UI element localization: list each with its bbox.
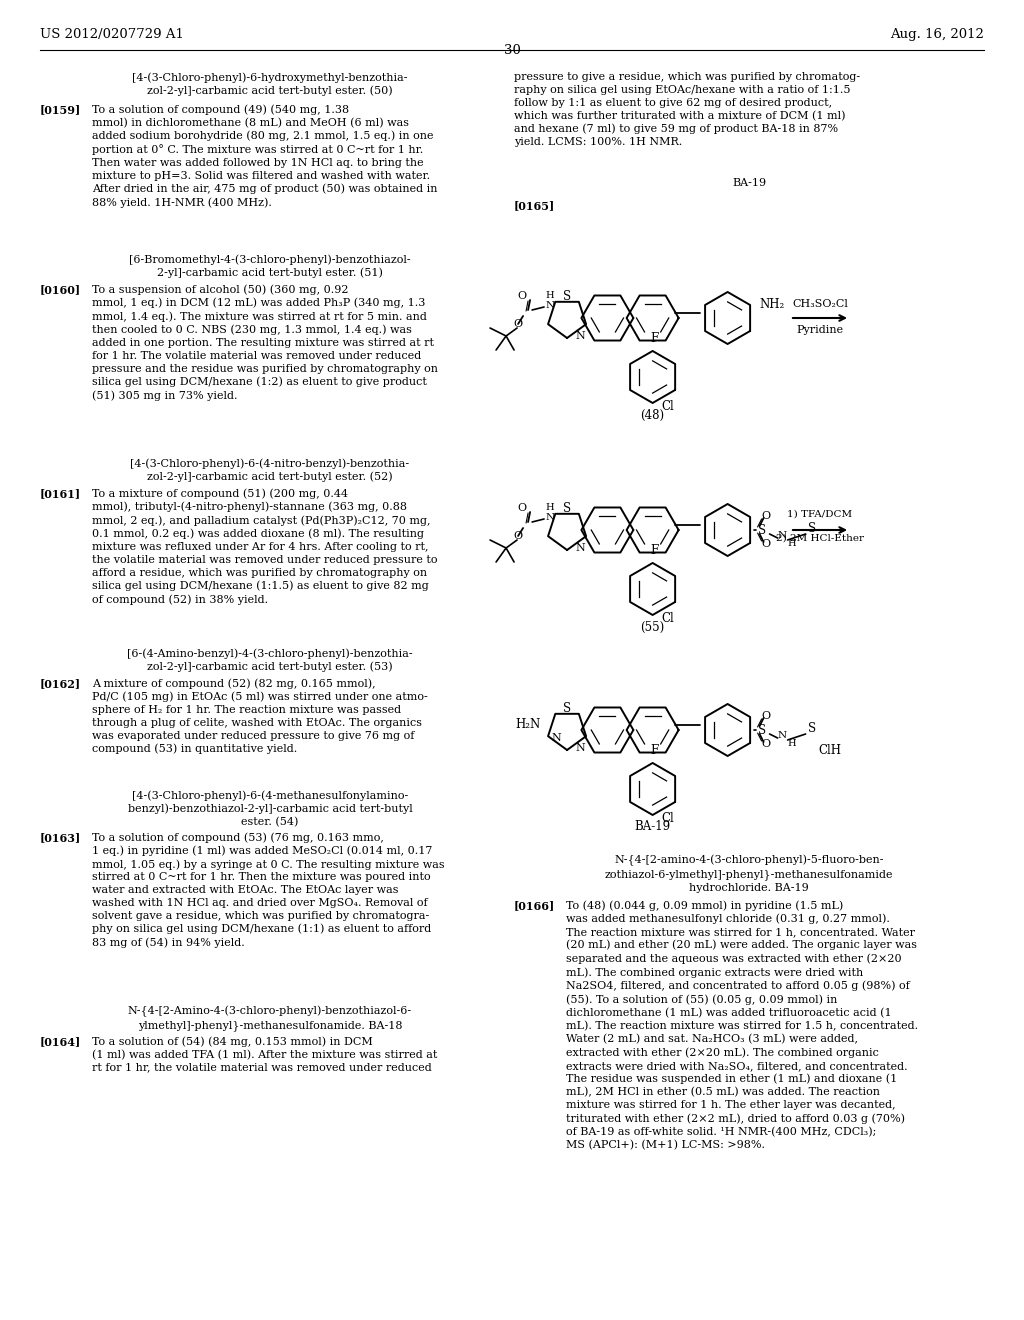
Text: To a mixture of compound (51) (200 mg, 0.44
mmol), tributyl-(4-nitro-phenyl)-sta: To a mixture of compound (51) (200 mg, 0… (92, 488, 437, 605)
Text: To (48) (0.044 g, 0.09 mmol) in pyridine (1.5 mL)
was added methanesulfonyl chlo: To (48) (0.044 g, 0.09 mmol) in pyridine… (566, 900, 919, 1151)
Text: Cl: Cl (662, 612, 675, 626)
Text: S: S (808, 722, 816, 734)
Text: N-{4-[2-Amino-4-(3-chloro-phenyl)-benzothiazol-6-
ylmethyl]-phenyl}-methanesulfo: N-{4-[2-Amino-4-(3-chloro-phenyl)-benzot… (128, 1006, 412, 1031)
Text: BA-19: BA-19 (635, 821, 671, 833)
Text: S: S (808, 521, 816, 535)
Text: O: O (761, 539, 770, 549)
Text: Cl: Cl (662, 813, 675, 825)
Text: O: O (513, 531, 522, 541)
Text: [0164]: [0164] (40, 1036, 81, 1047)
Text: To a solution of compound (53) (76 mg, 0.163 mmo,
1 eq.) in pyridine (1 ml) was : To a solution of compound (53) (76 mg, 0… (92, 832, 444, 948)
Text: H: H (787, 540, 796, 549)
Text: A mixture of compound (52) (82 mg, 0.165 mmol),
Pd/C (105 mg) in EtOAc (5 ml) wa: A mixture of compound (52) (82 mg, 0.165… (92, 678, 428, 754)
Text: Pyridine: Pyridine (797, 325, 844, 335)
Text: O: O (761, 739, 770, 748)
Text: S: S (758, 524, 766, 536)
Text: F: F (650, 331, 658, 345)
Text: [4-(3-Chloro-phenyl)-6-(4-methanesulfonylamino-
benzyl)-benzothiazol-2-yl]-carba: [4-(3-Chloro-phenyl)-6-(4-methanesulfony… (128, 789, 413, 828)
Text: S: S (563, 701, 571, 714)
Text: [4-(3-Chloro-phenyl)-6-(4-nitro-benzyl)-benzothia-
zol-2-yl]-carbamic acid tert-: [4-(3-Chloro-phenyl)-6-(4-nitro-benzyl)-… (130, 458, 410, 482)
Text: 30: 30 (504, 44, 520, 57)
Text: To a solution of (54) (84 mg, 0.153 mmol) in DCM
(1 ml) was added TFA (1 ml). Af: To a solution of (54) (84 mg, 0.153 mmol… (92, 1036, 437, 1073)
Text: pressure to give a residue, which was purified by chromatog-
raphy on silica gel: pressure to give a residue, which was pu… (514, 73, 860, 148)
Text: [6-(4-Amino-benzyl)-4-(3-chloro-phenyl)-benzothia-
zol-2-yl]-carbamic acid tert-: [6-(4-Amino-benzyl)-4-(3-chloro-phenyl)-… (127, 648, 413, 672)
Text: O: O (761, 511, 770, 521)
Text: 1) TFA/DCM: 1) TFA/DCM (787, 510, 853, 519)
Text: US 2012/0207729 A1: US 2012/0207729 A1 (40, 28, 184, 41)
Text: [0161]: [0161] (40, 488, 81, 499)
Text: BA-19: BA-19 (732, 178, 766, 187)
Text: S: S (758, 723, 766, 737)
Text: (48): (48) (641, 408, 665, 421)
Text: F: F (650, 544, 658, 557)
Text: [4-(3-Chloro-phenyl)-6-hydroxymethyl-benzothia-
zol-2-yl]-carbamic acid tert-but: [4-(3-Chloro-phenyl)-6-hydroxymethyl-ben… (132, 73, 408, 96)
Text: To a suspension of alcohol (50) (360 mg, 0.92
mmol, 1 eq.) in DCM (12 mL) was ad: To a suspension of alcohol (50) (360 mg,… (92, 284, 438, 401)
Text: N-{4-[2-amino-4-(3-chloro-phenyl)-5-fluoro-ben-
zothiazol-6-ylmethyl]-phenyl}-me: N-{4-[2-amino-4-(3-chloro-phenyl)-5-fluo… (605, 855, 893, 892)
Text: N: N (575, 331, 586, 341)
Text: [0166]: [0166] (514, 900, 555, 911)
Text: N: N (551, 733, 561, 743)
Text: O: O (513, 319, 522, 329)
Text: Cl: Cl (662, 400, 675, 413)
Text: [0165]: [0165] (514, 201, 555, 211)
Text: ClH: ClH (818, 743, 842, 756)
Text: S: S (563, 289, 571, 302)
Text: NH₂: NH₂ (760, 298, 784, 312)
Text: N: N (546, 512, 555, 521)
Text: S: S (563, 502, 571, 515)
Text: CH₃SO₂Cl: CH₃SO₂Cl (792, 300, 848, 309)
Text: (55): (55) (640, 620, 665, 634)
Text: [0162]: [0162] (40, 678, 81, 689)
Text: F: F (650, 743, 658, 756)
Text: H: H (787, 739, 796, 748)
Text: [0163]: [0163] (40, 832, 81, 843)
Text: O: O (761, 711, 770, 721)
Text: O: O (517, 503, 526, 513)
Text: H: H (546, 503, 554, 512)
Text: 2) 2M HCl-Ether: 2) 2M HCl-Ether (776, 533, 864, 543)
Text: N: N (575, 743, 586, 754)
Text: Aug. 16, 2012: Aug. 16, 2012 (890, 28, 984, 41)
Text: N: N (777, 731, 786, 741)
Text: H: H (546, 292, 554, 301)
Text: N: N (777, 532, 786, 540)
Text: To a solution of compound (49) (540 mg, 1.38
mmol) in dichloromethane (8 mL) and: To a solution of compound (49) (540 mg, … (92, 104, 437, 209)
Text: [6-Bromomethyl-4-(3-chloro-phenyl)-benzothiazol-
2-yl]-carbamic acid tert-butyl : [6-Bromomethyl-4-(3-chloro-phenyl)-benzo… (129, 253, 411, 279)
Text: [0160]: [0160] (40, 284, 81, 294)
Text: [0159]: [0159] (40, 104, 81, 115)
Text: N: N (546, 301, 555, 309)
Text: O: O (517, 290, 526, 301)
Text: N: N (575, 544, 586, 553)
Text: H₂N: H₂N (516, 718, 541, 730)
